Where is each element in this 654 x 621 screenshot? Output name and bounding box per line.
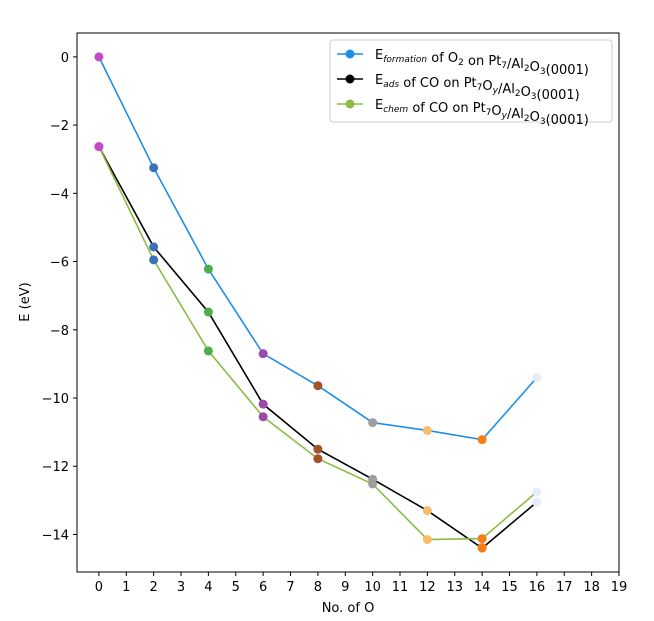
x-tick-label: 6 — [259, 580, 267, 595]
data-point — [477, 534, 487, 544]
data-point — [422, 425, 432, 435]
data-point — [149, 163, 159, 173]
y-axis: 0 −2 −4 −6 −8 −10 −12 −14 — [42, 51, 77, 543]
y-tick-label: −4 — [50, 187, 69, 202]
x-tick-label: 16 — [529, 580, 546, 595]
y-tick-label: −10 — [42, 392, 69, 407]
legend-entry: Eformation of O2 on Pt7/Al2O3(0001) — [375, 48, 589, 78]
data-point — [203, 264, 213, 274]
data-point — [149, 242, 159, 252]
data-point — [477, 542, 487, 552]
plot-area — [77, 33, 619, 572]
data-point — [94, 142, 104, 152]
x-tick-label: 18 — [583, 580, 600, 595]
data-points — [94, 52, 542, 553]
x-axis-label: No. of O — [322, 601, 375, 616]
x-tick-label: 7 — [286, 580, 294, 595]
legend-entry: Eads of CO on Pt7Oy/Al2O3(0001) — [375, 73, 580, 103]
data-point — [203, 346, 213, 356]
data-point — [532, 373, 542, 383]
x-tick-label: 4 — [204, 580, 212, 595]
x-tick-label: 14 — [474, 580, 491, 595]
x-tick-label: 13 — [446, 580, 463, 595]
y-axis-label: E (eV) — [18, 282, 33, 321]
x-tick-label: 15 — [501, 580, 518, 595]
x-tick-label: 17 — [556, 580, 573, 595]
data-point — [422, 506, 432, 516]
data-point — [94, 52, 104, 62]
x-tick-label: 8 — [314, 580, 322, 595]
x-tick-label: 19 — [611, 580, 628, 595]
legend-marker — [345, 99, 355, 109]
data-point — [477, 435, 487, 445]
x-axis: 0 1 2 3 4 5 6 7 8 9 10 11 12 13 14 15 16 17 18 19 — [95, 572, 628, 595]
y-tick-label: −14 — [42, 528, 69, 543]
x-tick-label: 3 — [177, 580, 185, 595]
x-tick-label: 0 — [95, 580, 103, 595]
legend: Eformation of O2 on Pt7/Al2O3(0001)Eads … — [329, 39, 613, 128]
data-point — [258, 399, 268, 409]
legend-box — [329, 39, 613, 123]
data-point — [422, 535, 432, 545]
legend-marker — [345, 49, 355, 59]
y-tick-label: 0 — [61, 51, 69, 66]
legend-marker — [345, 74, 355, 84]
x-tick-label: 9 — [341, 580, 349, 595]
legend-entry: Echem of CO on Pt7Oy/Al2O3(0001) — [375, 98, 589, 128]
y-tick-label: −12 — [42, 460, 69, 475]
data-point — [313, 454, 323, 464]
data-point — [532, 487, 542, 497]
y-tick-label: −8 — [50, 324, 69, 339]
y-tick-label: −2 — [50, 119, 69, 134]
data-point — [313, 381, 323, 391]
data-point — [368, 418, 378, 428]
x-tick-label: 1 — [122, 580, 130, 595]
x-tick-label: 12 — [419, 580, 436, 595]
y-tick-label: −6 — [50, 256, 69, 271]
data-point — [313, 444, 323, 454]
x-tick-label: 10 — [364, 580, 381, 595]
x-tick-label: 11 — [392, 580, 409, 595]
data-point — [368, 479, 378, 489]
x-tick-label: 5 — [232, 580, 240, 595]
data-point — [532, 497, 542, 507]
data-point — [258, 412, 268, 422]
x-tick-label: 2 — [150, 580, 158, 595]
data-point — [203, 307, 213, 317]
data-point — [258, 349, 268, 359]
plot-frame — [76, 32, 620, 573]
data-point — [149, 255, 159, 265]
